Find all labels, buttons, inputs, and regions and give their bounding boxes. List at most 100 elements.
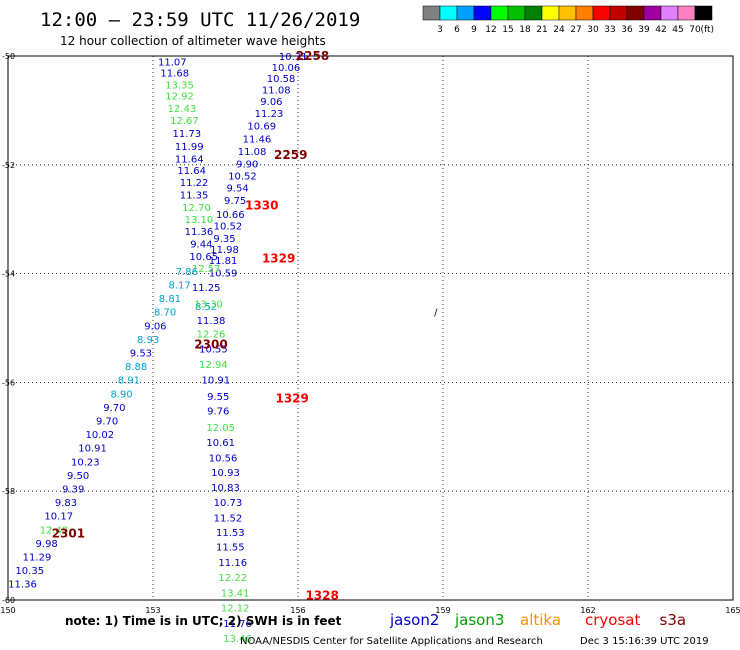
legend-label: 33 <box>604 25 615 35</box>
swh-value: 10.31 <box>279 52 308 63</box>
swh-value: 10.23 <box>71 457 100 468</box>
swh-value: 9.75 <box>224 196 246 207</box>
legend-label: 6 <box>454 25 460 35</box>
satellite-legend: jason2 jason3 altika cryosat s3a <box>389 611 686 629</box>
swh-value: 11.52 <box>214 513 243 524</box>
swh-value: 12.48 <box>40 525 69 536</box>
legend-swatch <box>660 5 679 21</box>
satellite-label-cryosat: cryosat <box>585 611 640 629</box>
plot-frame <box>7 55 734 601</box>
y-tick-label: -50 <box>2 52 15 61</box>
swh-value: 11.68 <box>160 68 189 79</box>
swh-value: 9.50 <box>67 471 89 482</box>
swh-value: 9.53 <box>130 348 152 359</box>
satellite-label-jason3: jason3 <box>454 611 504 629</box>
legend-swatch <box>558 5 577 21</box>
swh-value: 8.88 <box>125 362 147 373</box>
legend-swatch <box>643 5 662 21</box>
legend-swatch <box>507 5 526 21</box>
time-labels: 2258 2259 1330 1329 2300 1329 2301 1328 <box>52 49 339 603</box>
time-label: 1329 <box>275 392 308 406</box>
swh-value: 9.06 <box>260 97 282 108</box>
swh-value: 10.91 <box>202 376 231 387</box>
swh-value: 10.83 <box>211 483 240 494</box>
swh-value: 10.55 <box>199 345 228 356</box>
chart-title: 12:00 — 23:59 UTC 11/26/2019 <box>40 9 360 31</box>
swh-value: 10.65 <box>189 252 218 263</box>
swh-value: 8.93 <box>137 335 159 346</box>
satellite-label-altika: altika <box>520 611 561 629</box>
swh-value: 9.70 <box>96 416 118 427</box>
legend-label: 9 <box>471 25 477 35</box>
time-label: 1328 <box>305 589 338 603</box>
swh-value: 9.06 <box>144 321 166 332</box>
legend-swatch <box>490 5 509 21</box>
swh-value: 10.35 <box>15 566 44 577</box>
swh-value: 12.70 <box>182 203 211 214</box>
swh-value: 10.17 <box>44 512 73 523</box>
legend-unit: (ft) <box>700 25 714 35</box>
y-tick-label: -52 <box>2 161 15 170</box>
legend-swatch <box>524 5 543 21</box>
swh-value: 8.81 <box>159 294 181 305</box>
legend-swatch <box>609 5 628 21</box>
swh-value: 12.92 <box>165 92 194 103</box>
swh-value: 11.29 <box>23 552 52 563</box>
x-tick-label: 159 <box>435 606 450 615</box>
swh-value: 11.99 <box>175 142 204 153</box>
swh-value: 10.52 <box>214 222 243 233</box>
swh-value: 9.76 <box>207 407 229 418</box>
x-tick-label: 165 <box>725 606 740 615</box>
swh-value: 8.17 <box>168 280 190 291</box>
swh-value: 11.53 <box>216 528 245 539</box>
axis-labels: 150 153 156 159 162 165 -50 -52 -54 -56 -58 -60 <box>0 52 740 615</box>
swh-value: 8.52 <box>195 302 217 313</box>
swh-value: 12.26 <box>197 329 226 340</box>
legend-swatch <box>473 5 492 21</box>
swh-value: 9.54 <box>226 184 248 195</box>
swh-value: 8.90 <box>110 389 132 400</box>
swh-value: 9.90 <box>236 160 258 171</box>
swh-value: 10.56 <box>209 453 238 464</box>
swh-value: 11.81 <box>209 256 238 267</box>
swh-value: 11.22 <box>180 178 209 189</box>
swh-value: 12.57 <box>192 264 221 275</box>
swh-value: 11.76 <box>223 619 252 630</box>
swh-value: 11.98 <box>210 245 239 256</box>
legend-label: 70 <box>689 25 701 35</box>
swh-value: 13.46 <box>223 634 252 645</box>
y-tick-label: -58 <box>2 487 15 496</box>
footer-credit: NOAA/NESDIS Center for Satellite Applica… <box>240 636 543 647</box>
swh-value: 11.25 <box>192 283 221 294</box>
swh-value: 11.36 <box>8 580 37 591</box>
footer-timestamp: Dec 3 15:16:39 UTC 2019 <box>580 636 709 647</box>
legend-label: 27 <box>570 25 581 35</box>
time-label: 2259 <box>274 148 307 162</box>
swh-value: 9.44 <box>190 240 212 251</box>
swh-value: 11.36 <box>185 227 214 238</box>
swh-value: 12.05 <box>206 423 235 434</box>
swh-value: 11.08 <box>238 147 267 158</box>
swh-value: 10.61 <box>206 438 235 449</box>
chart-subtitle: 12 hour collection of altimeter wave hei… <box>60 34 326 48</box>
x-tick-label: 162 <box>580 606 595 615</box>
swh-value: 8.91 <box>118 376 140 387</box>
swh-value: 13.30 <box>194 300 223 311</box>
swh-value: 11.23 <box>255 109 284 120</box>
swh-value: 9.98 <box>36 539 58 550</box>
swh-value: 9.39 <box>62 484 84 495</box>
y-tick-label: -56 <box>2 378 15 387</box>
legend-swatch <box>456 5 475 21</box>
swh-value: 13.10 <box>185 215 214 226</box>
swh-value: 11.64 <box>177 166 206 177</box>
x-tick-label: 153 <box>145 606 160 615</box>
legend-label: 36 <box>621 25 633 35</box>
y-tick-label: -60 <box>2 596 15 605</box>
swh-value: 11.16 <box>218 558 247 569</box>
swh-value: 12.22 <box>218 573 247 584</box>
time-label: 2301 <box>52 527 85 541</box>
legend-swatch <box>677 5 696 21</box>
swh-value: 12.12 <box>221 604 250 615</box>
legend-label: 15 <box>502 25 513 35</box>
footer-note: note: 1) Time is in UTC; 2) SWH is in fe… <box>65 614 342 628</box>
